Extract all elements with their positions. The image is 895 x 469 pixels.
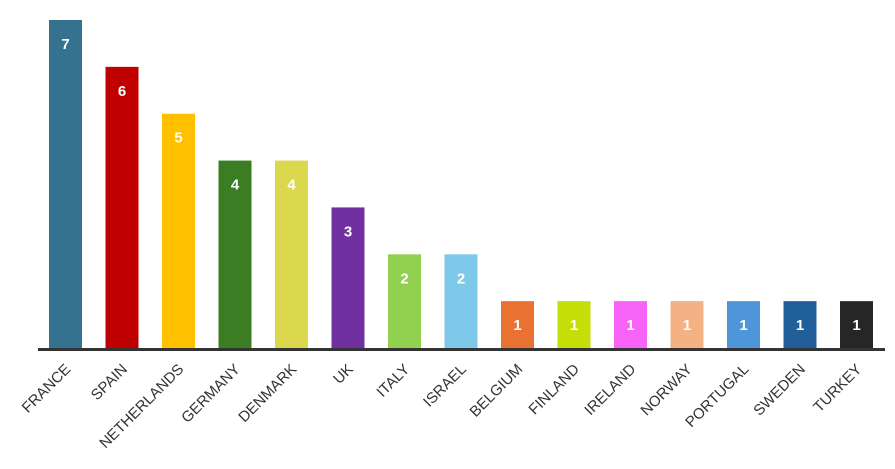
bar bbox=[444, 254, 478, 348]
value-label: 1 bbox=[683, 317, 691, 334]
x-tick-label: UK bbox=[330, 361, 357, 388]
x-tick-label: TURKEY bbox=[810, 361, 865, 416]
x-tick-label: ITALY bbox=[373, 361, 413, 401]
value-label: 1 bbox=[626, 317, 634, 334]
bar bbox=[331, 207, 365, 348]
value-label: 5 bbox=[174, 130, 182, 147]
bar bbox=[275, 160, 308, 348]
bar bbox=[614, 301, 647, 348]
value-label: 1 bbox=[513, 317, 521, 334]
bar bbox=[162, 113, 195, 348]
value-label: 1 bbox=[739, 317, 747, 334]
x-tick-label: NORWAY bbox=[637, 361, 695, 419]
x-tick-label: ISRAEL bbox=[420, 361, 470, 411]
x-tick-label: SWEDEN bbox=[750, 361, 809, 420]
x-tick-label: IRELAND bbox=[581, 361, 639, 419]
value-label: 1 bbox=[796, 317, 804, 334]
x-tick-label: FINLAND bbox=[525, 361, 583, 419]
x-tick-label: GERMANY bbox=[178, 361, 244, 427]
value-label: 4 bbox=[231, 177, 240, 194]
value-label: 6 bbox=[118, 83, 126, 100]
x-tick-label: FRANCE bbox=[19, 361, 75, 417]
value-label: 4 bbox=[287, 177, 296, 194]
bar bbox=[388, 254, 421, 348]
value-label: 2 bbox=[400, 270, 408, 287]
bar bbox=[105, 66, 139, 348]
x-tick-label: DENMARK bbox=[235, 361, 300, 426]
value-label: 1 bbox=[852, 317, 860, 334]
value-label: 2 bbox=[457, 270, 465, 287]
value-label: 7 bbox=[61, 36, 69, 53]
bar bbox=[783, 301, 817, 348]
bar bbox=[501, 301, 534, 348]
bar bbox=[218, 160, 252, 348]
bar bbox=[49, 20, 82, 348]
bar bbox=[670, 301, 704, 348]
x-tick-label: SPAIN bbox=[88, 361, 131, 404]
bar bbox=[727, 301, 760, 348]
value-label: 3 bbox=[344, 223, 352, 240]
x-tick-label: BELGIUM bbox=[467, 361, 527, 421]
bar bbox=[557, 301, 591, 348]
value-label: 1 bbox=[570, 317, 578, 334]
bar bbox=[840, 301, 873, 348]
